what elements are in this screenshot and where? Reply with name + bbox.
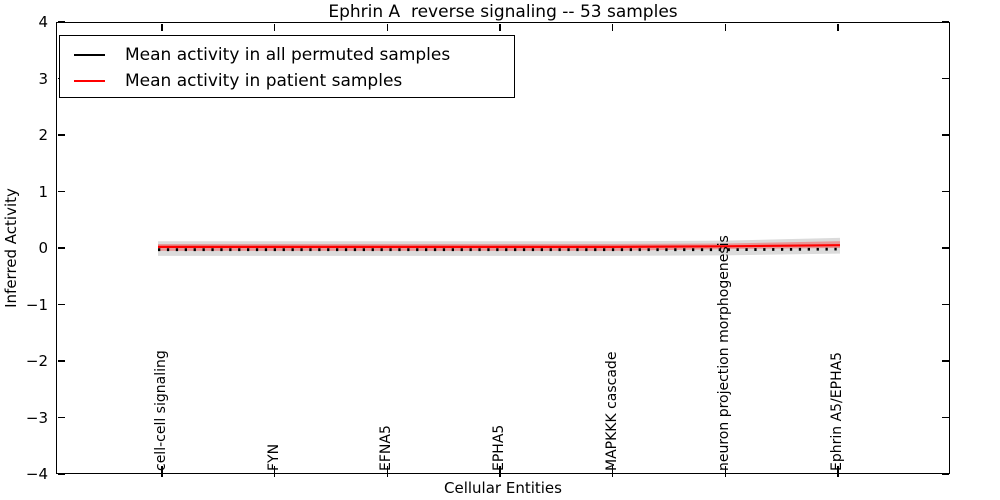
tick-mark — [941, 190, 949, 193]
tick-mark — [57, 247, 65, 249]
x-tick-label: FYN — [265, 443, 282, 471]
tick-mark — [57, 416, 65, 419]
tick-mark — [611, 466, 614, 477]
legend-label: Mean activity in patient samples — [125, 71, 403, 91]
tick-mark — [386, 23, 389, 31]
legend-line-sample-red — [74, 80, 105, 82]
line-patient-mean — [158, 244, 840, 248]
tick-mark — [941, 360, 949, 362]
y-tick-label: 3 — [38, 69, 48, 88]
tick-mark — [161, 23, 163, 31]
y-axis-label: Inferred Activity — [2, 188, 20, 308]
legend-label: Mean activity in all permuted samples — [125, 45, 451, 65]
x-tick-label: MAPKKK cascade — [603, 351, 620, 471]
tick-mark — [941, 473, 949, 475]
y-tick-label: −3 — [25, 408, 48, 427]
tick-mark — [57, 190, 65, 193]
tick-mark — [941, 21, 949, 23]
tick-mark — [273, 466, 276, 477]
y-tick-label: 0 — [38, 239, 48, 257]
tick-mark — [724, 466, 727, 477]
legend: Mean activity in all permuted samples Me… — [59, 35, 515, 98]
x-tick-label: Ephrin A5/EPHA5 — [829, 351, 845, 471]
tick-mark — [161, 466, 163, 477]
y-tick-label: −1 — [25, 295, 48, 314]
tick-mark — [499, 23, 501, 31]
tick-mark — [941, 77, 949, 80]
tick-mark — [611, 23, 614, 31]
tick-mark — [57, 360, 65, 362]
x-tick-label: EPHA5 — [491, 424, 507, 471]
y-tick-label: −4 — [25, 465, 48, 483]
tick-mark — [837, 466, 839, 477]
tick-mark — [57, 303, 65, 306]
legend-item-permuted: Mean activity in all permuted samples — [74, 42, 514, 68]
tick-mark — [941, 303, 949, 306]
tick-mark — [499, 466, 501, 477]
x-axis-label: Cellular Entities — [444, 479, 562, 497]
tick-mark — [57, 134, 65, 136]
line-permuted-mean — [158, 247, 840, 252]
tick-mark — [941, 247, 949, 249]
tick-mark — [724, 23, 727, 31]
y-tick-label: 1 — [38, 182, 48, 201]
y-tick-label: 4 — [38, 13, 48, 31]
tick-mark — [273, 23, 276, 31]
tick-mark — [837, 23, 839, 31]
x-tick-label: neuron projection morphogenesis — [716, 235, 733, 471]
x-tick-label: cell-cell signaling — [153, 350, 169, 471]
tick-mark — [941, 134, 949, 136]
chart-title: Ephrin A reverse signaling -- 53 samples — [328, 2, 678, 22]
tick-mark — [57, 21, 65, 23]
tick-mark — [941, 416, 949, 419]
tick-mark — [57, 473, 65, 475]
x-tick-label: EFNA5 — [378, 425, 395, 471]
plot-data-layer — [158, 237, 840, 256]
legend-item-patient: Mean activity in patient samples — [74, 68, 514, 94]
legend-line-sample-black — [74, 54, 105, 56]
y-tick-label: −2 — [25, 352, 48, 370]
plot-area — [56, 22, 950, 474]
tick-mark — [386, 466, 389, 477]
y-tick-label: 2 — [38, 126, 48, 144]
